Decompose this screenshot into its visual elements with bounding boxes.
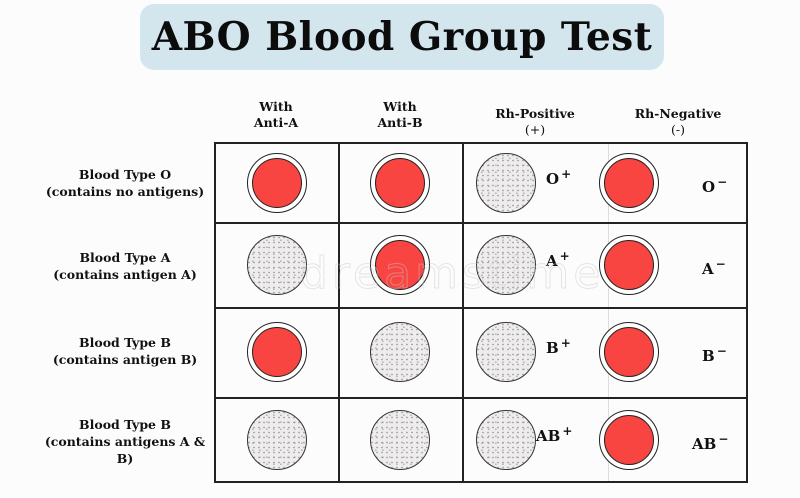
clear-well-icon	[247, 234, 307, 295]
red-fill	[375, 158, 425, 208]
rh-sign-text: +	[560, 336, 571, 350]
agglutinated-well-icon	[599, 153, 659, 213]
rh-sign-text: −	[717, 175, 728, 189]
red-fill	[604, 327, 654, 377]
test-well-cell	[598, 234, 660, 296]
test-well-cell	[246, 234, 308, 296]
grid-divider	[216, 222, 746, 224]
rh-sign-text: −	[718, 432, 729, 446]
row-header-line: Blood Type O	[78, 167, 172, 182]
row-header-line: Blood Type A	[79, 250, 171, 265]
test-well-cell	[246, 152, 308, 214]
row-header-type-b: Blood Type B (contains antigen B)	[40, 334, 210, 368]
test-well-cell	[475, 234, 537, 296]
agglutinated-well-icon	[370, 234, 430, 295]
blood-type-text: A	[702, 259, 714, 278]
red-fill	[604, 158, 654, 208]
blood-type-text: O	[702, 178, 716, 196]
watermark: dreamstime	[299, 248, 605, 300]
red-fill	[252, 158, 302, 208]
agglutinated-well-icon	[599, 322, 659, 382]
test-well-cell	[246, 409, 308, 471]
test-well-cell	[369, 234, 431, 296]
agglutinated-well-icon	[599, 410, 659, 470]
test-well-cell	[369, 409, 431, 471]
column-header-line: Rh-Negative	[634, 106, 722, 121]
row-header-type-a: Blood Type A (contains antigen A)	[40, 249, 210, 283]
column-header-anti-a: With Anti-A	[214, 99, 338, 131]
column-header-rh-positive: Rh-Positive (+)	[462, 106, 608, 138]
row-header-line: (contains antigen A)	[53, 267, 197, 282]
blood-type-text: O	[546, 170, 560, 188]
agglutinated-well-icon	[370, 153, 430, 213]
test-well-cell	[475, 321, 537, 383]
column-header-line: Rh-Positive	[495, 106, 575, 121]
test-well-cell	[369, 321, 431, 383]
rh-negative-label: A −	[702, 257, 726, 278]
rh-positive-label: B +	[546, 336, 571, 357]
rh-sign-text: −	[716, 344, 727, 358]
row-header-type-o: Blood Type O (contains no antigens)	[40, 166, 210, 200]
test-well-cell	[598, 409, 660, 471]
test-well-cell	[475, 152, 537, 214]
page-title: ABO Blood Group Test	[151, 14, 653, 60]
agglutinated-well-icon	[247, 153, 307, 213]
rh-negative-label: O −	[702, 175, 727, 196]
clear-well-icon	[476, 410, 536, 470]
column-header-line: With	[383, 99, 417, 114]
rh-sign-text: +	[561, 167, 572, 181]
column-header-rh-negative: Rh-Negative (-)	[608, 106, 748, 138]
test-well-cell	[598, 321, 660, 383]
grid-divider	[216, 307, 746, 309]
row-header-line: Blood Type B	[79, 335, 171, 350]
test-well-cell	[369, 152, 431, 214]
title-banner: ABO Blood Group Test	[140, 4, 664, 70]
column-header-line: (-)	[671, 122, 685, 137]
column-header-line: With	[259, 99, 293, 114]
column-header-line: (+)	[524, 122, 546, 137]
rh-positive-label: AB +	[536, 424, 572, 445]
rh-sign-text: +	[562, 424, 573, 438]
grid-divider	[462, 144, 464, 481]
rh-negative-label: B −	[702, 344, 727, 365]
clear-well-icon	[476, 153, 536, 213]
agglutinated-well-icon	[599, 234, 659, 295]
clear-well-icon	[247, 410, 307, 470]
row-header-line: (contains no antigens)	[45, 184, 205, 199]
row-header-line: Blood Type B	[79, 417, 171, 432]
red-fill	[375, 239, 425, 290]
grid-divider	[216, 397, 746, 399]
clear-well-icon	[370, 322, 430, 382]
grid-divider	[338, 144, 340, 481]
blood-type-text: B	[702, 347, 715, 365]
clear-well-icon	[476, 322, 536, 382]
clear-well-icon	[476, 234, 536, 295]
rh-negative-label: AB −	[692, 432, 728, 453]
row-header-line: (contains antigens A & B)	[44, 434, 206, 466]
column-header-line: Anti-B	[377, 115, 423, 130]
rh-sign-text: −	[715, 256, 726, 271]
clear-well-icon	[370, 410, 430, 470]
column-header-line: Anti-A	[253, 115, 299, 130]
results-grid: O + O − A + A − B + B − AB + AB −	[214, 142, 748, 483]
row-header-line: (contains antigen B)	[52, 352, 198, 367]
red-fill	[252, 327, 302, 377]
rh-positive-label: A +	[546, 249, 570, 270]
test-well-cell	[598, 152, 660, 214]
red-fill	[604, 239, 654, 290]
blood-type-text: A	[546, 251, 558, 270]
grid-divider	[608, 144, 609, 481]
blood-type-text: B	[546, 339, 559, 357]
test-well-cell	[475, 409, 537, 471]
blood-type-text: AB	[536, 427, 561, 445]
test-well-cell	[246, 321, 308, 383]
rh-sign-text: +	[559, 248, 570, 263]
rh-positive-label: O +	[546, 167, 571, 188]
agglutinated-well-icon	[247, 322, 307, 382]
blood-type-text: AB	[692, 435, 717, 453]
red-fill	[604, 415, 654, 465]
row-header-type-ab: Blood Type B (contains antigens A & B)	[40, 416, 210, 467]
column-header-anti-b: With Anti-B	[338, 99, 462, 131]
